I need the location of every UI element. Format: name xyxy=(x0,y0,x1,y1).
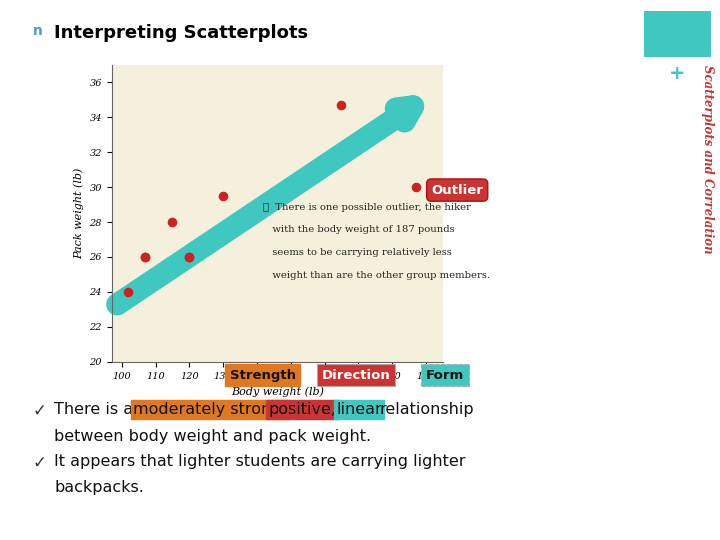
Point xyxy=(122,288,134,296)
Text: with the body weight of 187 pounds: with the body weight of 187 pounds xyxy=(263,225,454,234)
Text: backpacks.: backpacks. xyxy=(54,480,144,495)
Text: positive,: positive, xyxy=(269,402,336,417)
Text: moderately strong,: moderately strong, xyxy=(133,402,287,417)
Text: Scatterplots and Correlation: Scatterplots and Correlation xyxy=(701,65,714,253)
Text: It appears that lighter students are carrying lighter: It appears that lighter students are car… xyxy=(54,454,466,469)
Text: ✓  There is one possible outlier, the hiker: ✓ There is one possible outlier, the hik… xyxy=(263,202,471,212)
Text: Interpreting Scatterplots: Interpreting Scatterplots xyxy=(54,24,308,42)
Point xyxy=(410,183,421,191)
Text: +: + xyxy=(670,64,685,83)
Text: n: n xyxy=(32,24,42,38)
Text: Strength: Strength xyxy=(230,369,296,382)
Text: Outlier: Outlier xyxy=(431,184,483,197)
Text: seems to be carrying relatively less: seems to be carrying relatively less xyxy=(263,248,451,257)
X-axis label: Body weight (lb): Body weight (lb) xyxy=(230,386,324,397)
Point xyxy=(166,218,178,226)
Text: There is a: There is a xyxy=(54,402,138,417)
Text: weight than are the other group members.: weight than are the other group members. xyxy=(263,271,490,280)
Text: Direction: Direction xyxy=(322,369,391,382)
Y-axis label: Pack weight (lb): Pack weight (lb) xyxy=(73,167,84,259)
Point xyxy=(140,253,151,261)
Point xyxy=(184,253,195,261)
Text: ✓: ✓ xyxy=(32,454,46,471)
Text: ✓: ✓ xyxy=(32,402,46,420)
Point xyxy=(140,253,151,261)
Text: between body weight and pack weight.: between body weight and pack weight. xyxy=(54,429,371,444)
Point xyxy=(336,100,347,109)
Text: relationship: relationship xyxy=(379,402,474,417)
Text: linear: linear xyxy=(336,402,382,417)
Point xyxy=(217,192,229,200)
Text: Form: Form xyxy=(426,369,464,382)
Point xyxy=(184,253,195,261)
